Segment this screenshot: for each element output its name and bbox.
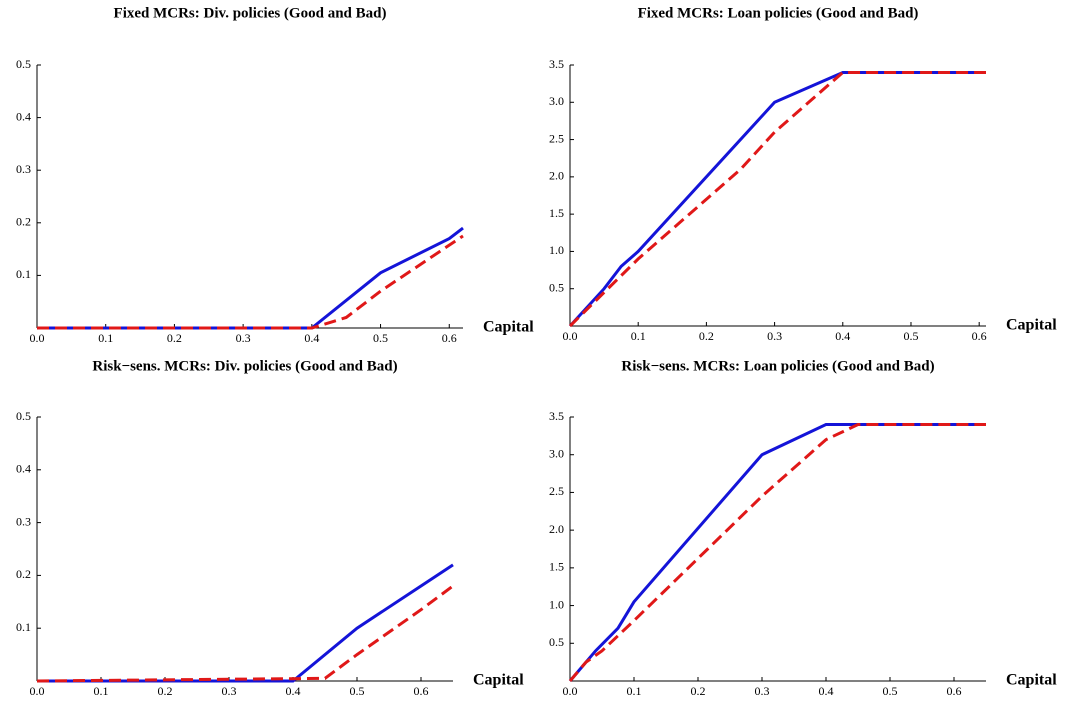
data-line — [37, 234, 464, 330]
x-tick-label: 0.1 — [94, 684, 109, 698]
chart-title: Risk−sens. MCRs: Div. policies (Good and… — [92, 358, 397, 374]
y-tick-label: 3.0 — [549, 94, 564, 108]
x-tick-label: 0.3 — [236, 331, 251, 345]
data-line — [568, 70, 986, 328]
x-tick-label: 0.2 — [158, 684, 173, 698]
x-tick-label: 0.1 — [627, 684, 642, 698]
y-tick-label: 2.5 — [549, 484, 564, 498]
y-tick-label: 0.5 — [549, 280, 564, 294]
x-tick-label: 0.4 — [835, 329, 850, 343]
y-tick-label: 0.1 — [16, 620, 31, 634]
x-tick-label: 0.1 — [98, 331, 113, 345]
x-tick-label: 0.3 — [755, 684, 770, 698]
y-tick-label: 0.4 — [16, 462, 31, 476]
y-tick-label: 1.0 — [549, 243, 564, 257]
x-tick-label: 0.1 — [631, 329, 646, 343]
x-tick-label: 0.6 — [972, 329, 987, 343]
x-tick-label: 0.0 — [30, 684, 45, 698]
y-tick-label: 0.3 — [16, 162, 31, 176]
y-tick-label: 2.0 — [549, 522, 564, 536]
y-tick-label: 1.0 — [549, 597, 564, 611]
x-tick-label: 0.5 — [883, 684, 898, 698]
y-tick-label: 3.0 — [549, 446, 564, 460]
x-tick-label: 0.3 — [222, 684, 237, 698]
x-tick-label: 0.0 — [30, 331, 45, 345]
x-tick-label: 0.2 — [167, 331, 182, 345]
x-tick-label: 0.4 — [304, 331, 319, 345]
x-tick-label: 0.4 — [286, 684, 301, 698]
x-axis-label: Capital — [473, 672, 524, 689]
y-tick-label: 2.5 — [549, 131, 564, 145]
x-tick-label: 0.6 — [414, 684, 429, 698]
data-line — [37, 226, 464, 330]
y-tick-label: 0.4 — [16, 109, 31, 123]
x-tick-label: 0.5 — [903, 329, 918, 343]
x-tick-label: 0.2 — [699, 329, 714, 343]
x-tick-label: 0.6 — [947, 684, 962, 698]
data-line — [37, 563, 454, 683]
data-line — [568, 423, 986, 682]
data-line — [568, 423, 986, 682]
y-tick-label: 0.2 — [16, 567, 31, 581]
x-tick-label: 0.5 — [350, 684, 365, 698]
x-axis-label: Capital — [1006, 672, 1057, 689]
y-tick-label: 0.2 — [16, 215, 31, 229]
data-line — [36, 584, 454, 683]
x-tick-label: 0.5 — [373, 331, 388, 345]
x-tick-label: 0.3 — [767, 329, 782, 343]
x-tick-label: 0.4 — [819, 684, 834, 698]
chart-title: Fixed MCRs: Loan policies (Good and Bad) — [638, 5, 919, 21]
y-tick-label: 0.3 — [16, 514, 31, 528]
x-axis-label: Capital — [1006, 317, 1057, 334]
y-tick-label: 1.5 — [549, 560, 564, 574]
x-tick-label: 0.0 — [563, 329, 578, 343]
y-tick-label: 0.5 — [549, 635, 564, 649]
x-tick-label: 0.0 — [563, 684, 578, 698]
y-tick-label: 0.5 — [16, 409, 31, 423]
chart-title: Risk−sens. MCRs: Loan policies (Good and… — [621, 358, 934, 374]
y-tick-label: 2.0 — [549, 169, 564, 183]
y-tick-label: 3.5 — [549, 57, 564, 71]
y-tick-label: 0.1 — [16, 267, 31, 281]
data-line — [568, 70, 986, 328]
y-tick-label: 1.5 — [549, 206, 564, 220]
x-axis-label: Capital — [483, 319, 534, 336]
x-tick-label: 0.2 — [691, 684, 706, 698]
chart-title: Fixed MCRs: Div. policies (Good and Bad) — [114, 5, 387, 21]
y-tick-label: 3.5 — [549, 409, 564, 423]
x-tick-label: 0.6 — [442, 331, 457, 345]
y-tick-label: 0.5 — [16, 57, 31, 71]
